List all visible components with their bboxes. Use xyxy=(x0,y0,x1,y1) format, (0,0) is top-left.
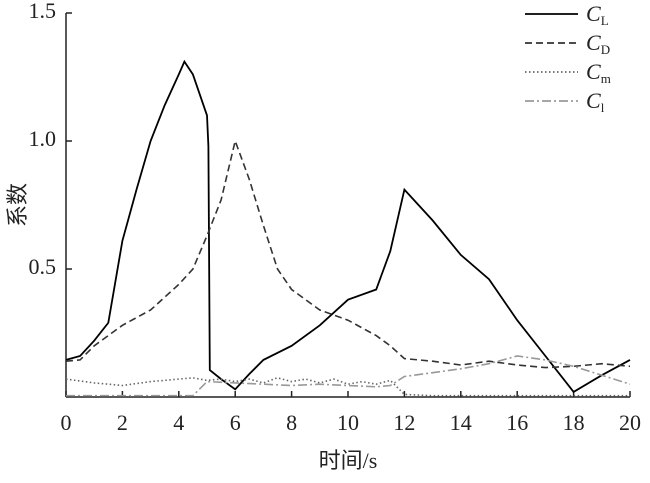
y-tick-label: 0.5 xyxy=(29,254,57,279)
x-tick-label: 14 xyxy=(450,410,472,435)
legend-label: Cm xyxy=(586,59,611,86)
x-tick-label: 20 xyxy=(619,410,641,435)
x-tick-label: 0 xyxy=(61,410,72,435)
x-axis-title: 时间/s xyxy=(319,448,378,473)
series-line xyxy=(66,355,631,397)
x-tick-label: 12 xyxy=(393,410,415,435)
x-tick-label: 18 xyxy=(563,410,585,435)
x-tick-label: 6 xyxy=(230,410,241,435)
x-tick-label: 16 xyxy=(506,410,528,435)
series-line xyxy=(65,59,631,394)
legend-label: CD xyxy=(586,30,610,57)
x-tick-label: 8 xyxy=(286,410,297,435)
legend-label: CL xyxy=(586,1,609,28)
series-line xyxy=(65,376,630,397)
x-tick-label: 4 xyxy=(173,410,184,435)
legend-label: Cl xyxy=(586,88,605,115)
y-tick-label: 1.0 xyxy=(29,126,57,151)
y-axis-title: 系数 xyxy=(5,183,30,227)
x-tick-label: 10 xyxy=(337,410,359,435)
x-tick-label: 2 xyxy=(117,410,128,435)
series-line xyxy=(65,138,631,369)
y-tick-label: 1.5 xyxy=(29,0,57,23)
